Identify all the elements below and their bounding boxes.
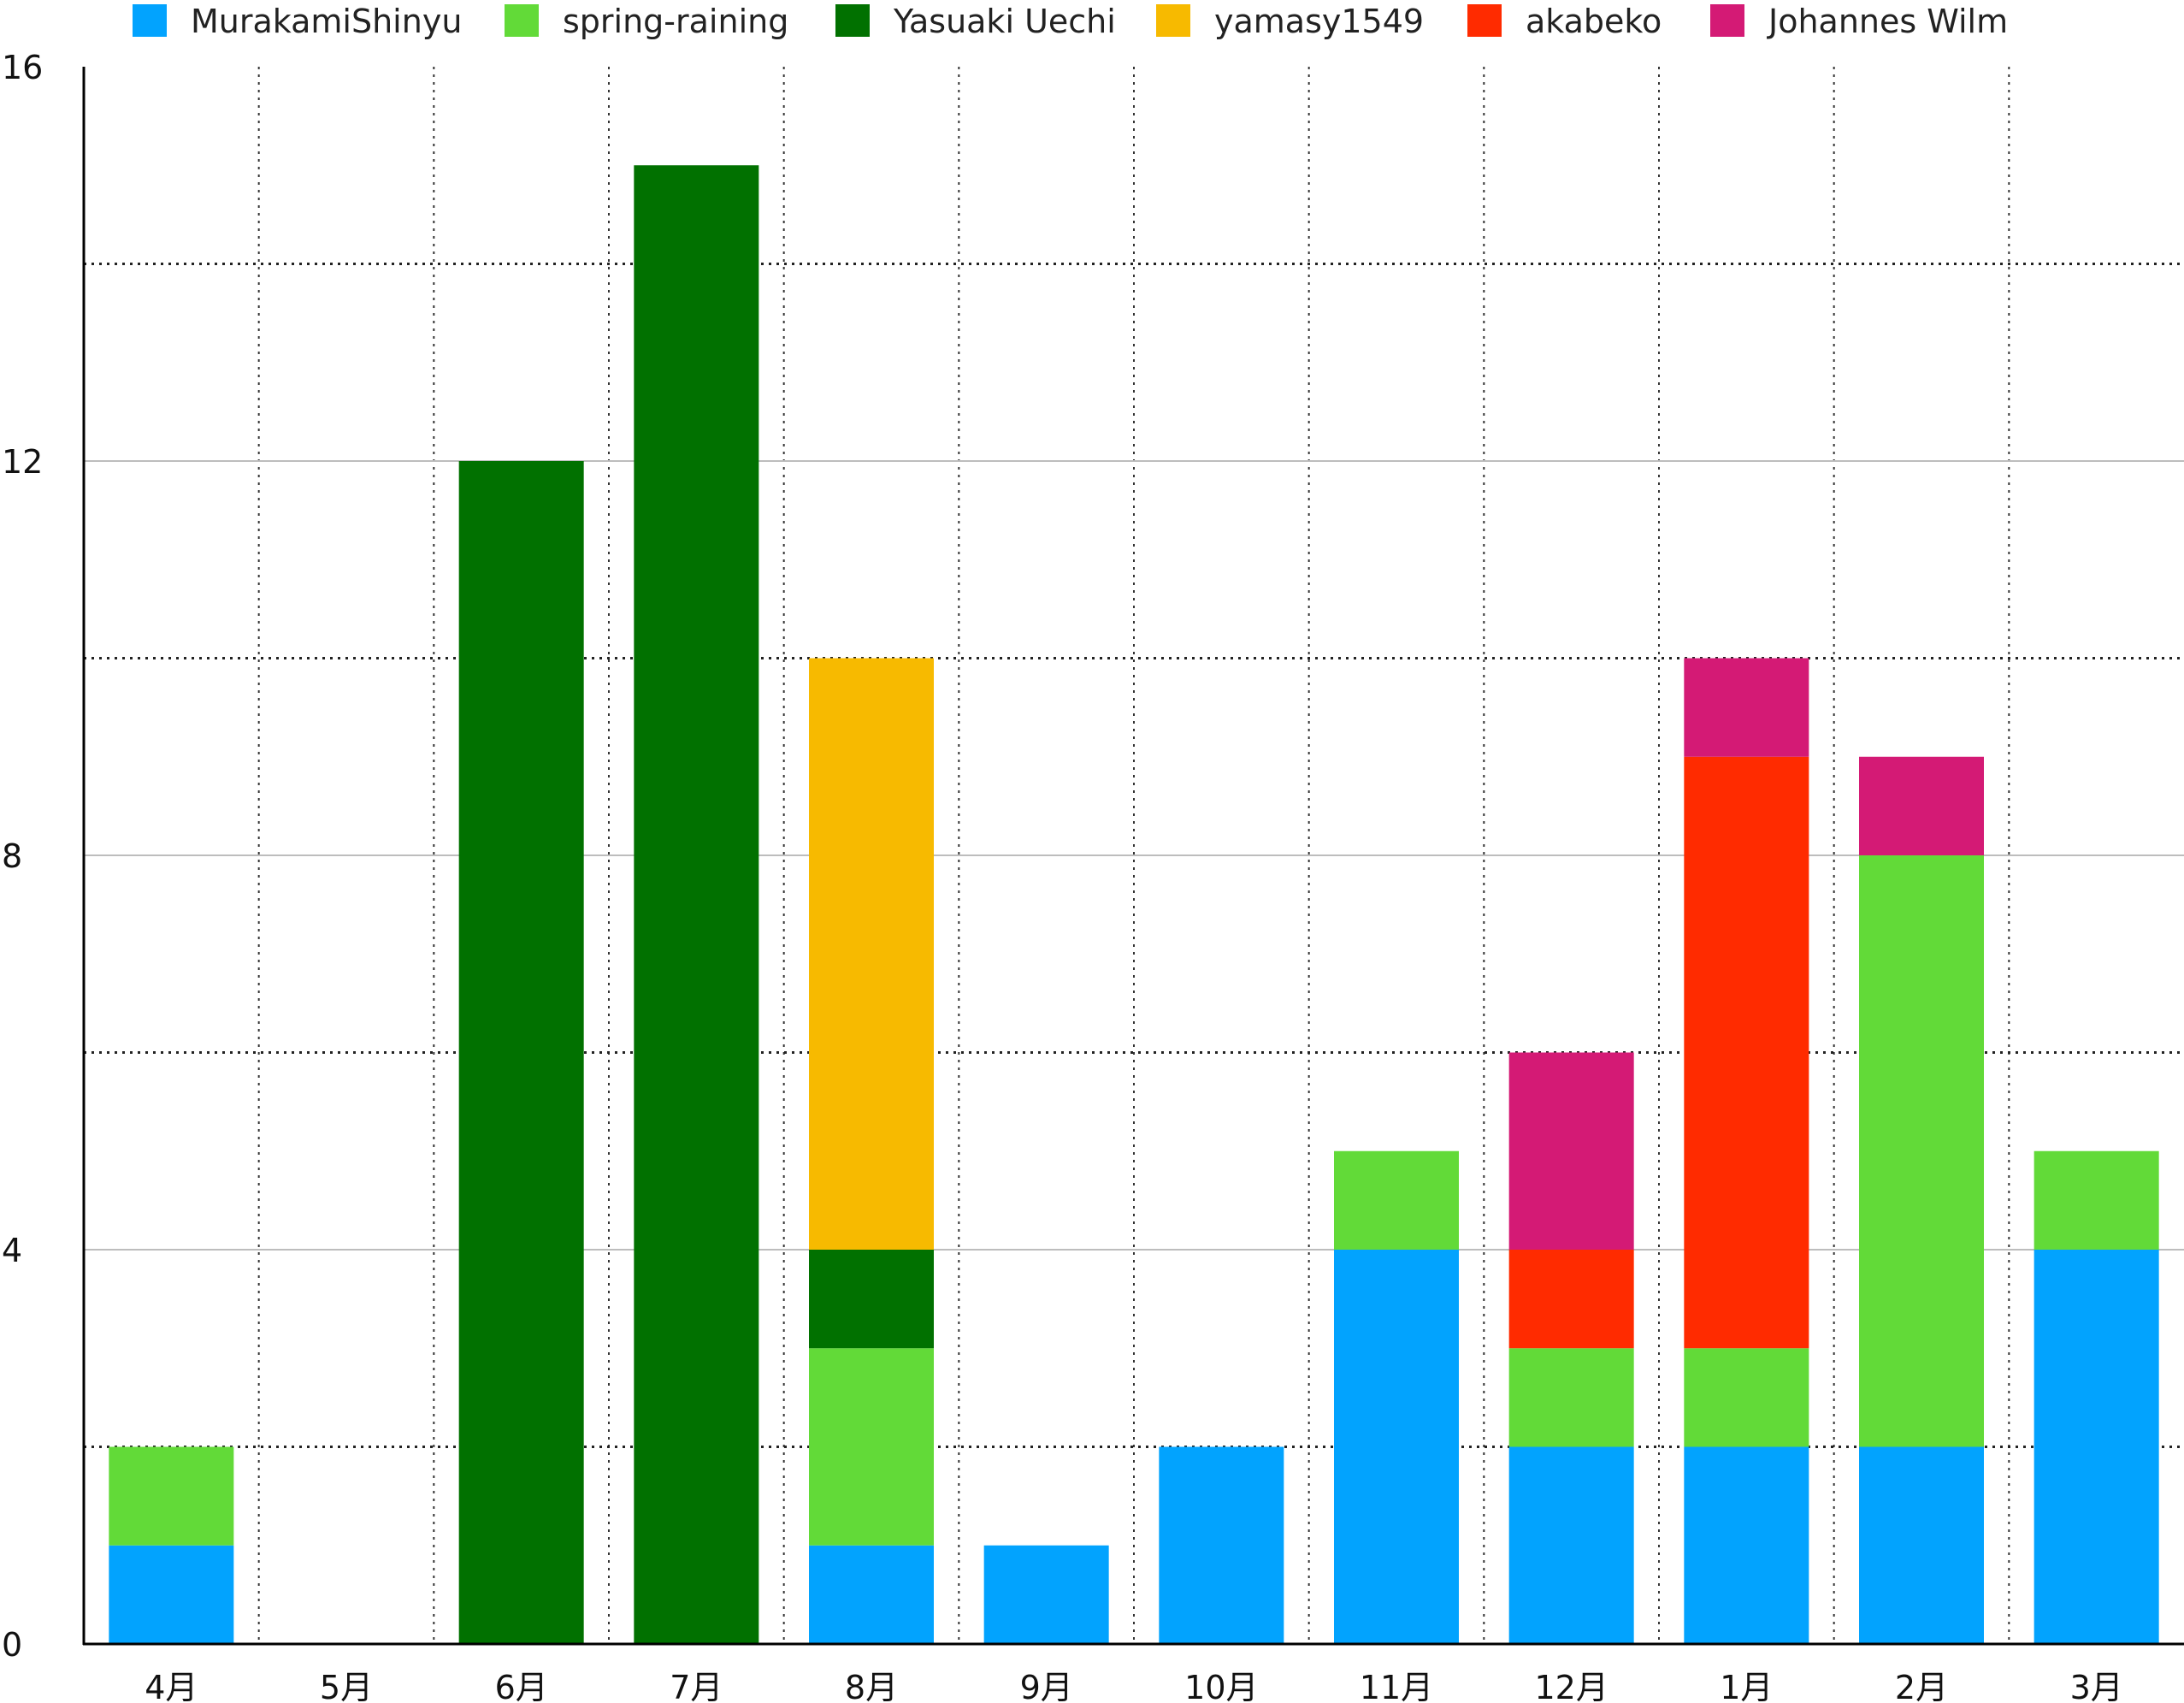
- x-tick-label: 3月: [2070, 1669, 2123, 1703]
- bar-segment: [2033, 1150, 2159, 1250]
- legend-swatch: [1156, 4, 1190, 37]
- x-tick-label: 12月: [1534, 1669, 1608, 1703]
- legend-label: Johannes Wilm: [1767, 3, 2008, 40]
- bar-segment: [809, 1250, 934, 1349]
- bar-segment: [1334, 1250, 1459, 1644]
- legend-label: Yasuaki Uechi: [893, 3, 1116, 40]
- bar-segment: [809, 658, 934, 1250]
- y-tick-label: 4: [2, 1232, 22, 1269]
- bar-segment: [1508, 1348, 1634, 1447]
- bar-segment: [1859, 756, 1984, 855]
- bar-segment: [1684, 658, 1809, 757]
- legend-label: yamasy1549: [1214, 3, 1424, 40]
- x-tick-label: 4月: [145, 1669, 198, 1703]
- grid: [84, 67, 2184, 1644]
- x-axis-ticks: 4月 5月 6月 7月 8月 9月 10月 11月 12月 1月 2月 3月: [145, 1669, 2123, 1703]
- y-tick-label: 8: [2, 837, 22, 875]
- bar-segment: [1859, 1446, 1984, 1644]
- bar-segment: [109, 1545, 234, 1644]
- bar-segment: [109, 1446, 234, 1546]
- bar-segment: [1508, 1052, 1634, 1250]
- bar-segment: [1684, 756, 1809, 1349]
- legend-swatch: [1467, 4, 1502, 37]
- x-tick-label: 11月: [1360, 1669, 1433, 1703]
- x-tick-label: 7月: [670, 1669, 723, 1703]
- bar-segment: [1508, 1250, 1634, 1349]
- bar-segment: [809, 1348, 934, 1546]
- bar-segment: [809, 1545, 934, 1644]
- bar-segment: [1508, 1446, 1634, 1644]
- bar-segment: [2033, 1250, 2159, 1644]
- x-tick-label: 2月: [1895, 1669, 1948, 1703]
- y-tick-label: 12: [2, 443, 43, 481]
- bar-segment: [634, 165, 759, 1644]
- legend-label: spring-raining: [563, 3, 788, 40]
- x-tick-label: 1月: [1720, 1669, 1773, 1703]
- legend-swatch: [1710, 4, 1744, 37]
- legend-swatch: [133, 4, 167, 37]
- y-axis-ticks: 0 4 8 12 16: [2, 49, 43, 1664]
- axes: [82, 67, 2184, 1646]
- bars: [109, 165, 2159, 1644]
- bar-segment: [1684, 1446, 1809, 1644]
- bar-segment: [1334, 1150, 1459, 1250]
- y-tick-label: 0: [2, 1626, 22, 1664]
- x-tick-label: 9月: [1020, 1669, 1073, 1703]
- legend-swatch: [835, 4, 870, 37]
- x-tick-label: 5月: [320, 1669, 373, 1703]
- legend: MurakamiShinyu spring-raining Yasuaki Uech…: [133, 3, 2008, 40]
- legend-swatch: [505, 4, 539, 37]
- legend-label: MurakamiShinyu: [191, 3, 462, 40]
- bar-segment: [983, 1545, 1109, 1644]
- x-tick-label: 6月: [495, 1669, 548, 1703]
- x-tick-label: 8月: [845, 1669, 898, 1703]
- x-tick-label: 10月: [1184, 1669, 1258, 1703]
- y-tick-label: 16: [2, 49, 43, 86]
- bar-segment: [1859, 855, 1984, 1447]
- legend-label: akabeko: [1526, 3, 1662, 40]
- bar-segment: [458, 461, 584, 1644]
- bar-segment: [1684, 1348, 1809, 1447]
- bar-segment: [1159, 1446, 1284, 1644]
